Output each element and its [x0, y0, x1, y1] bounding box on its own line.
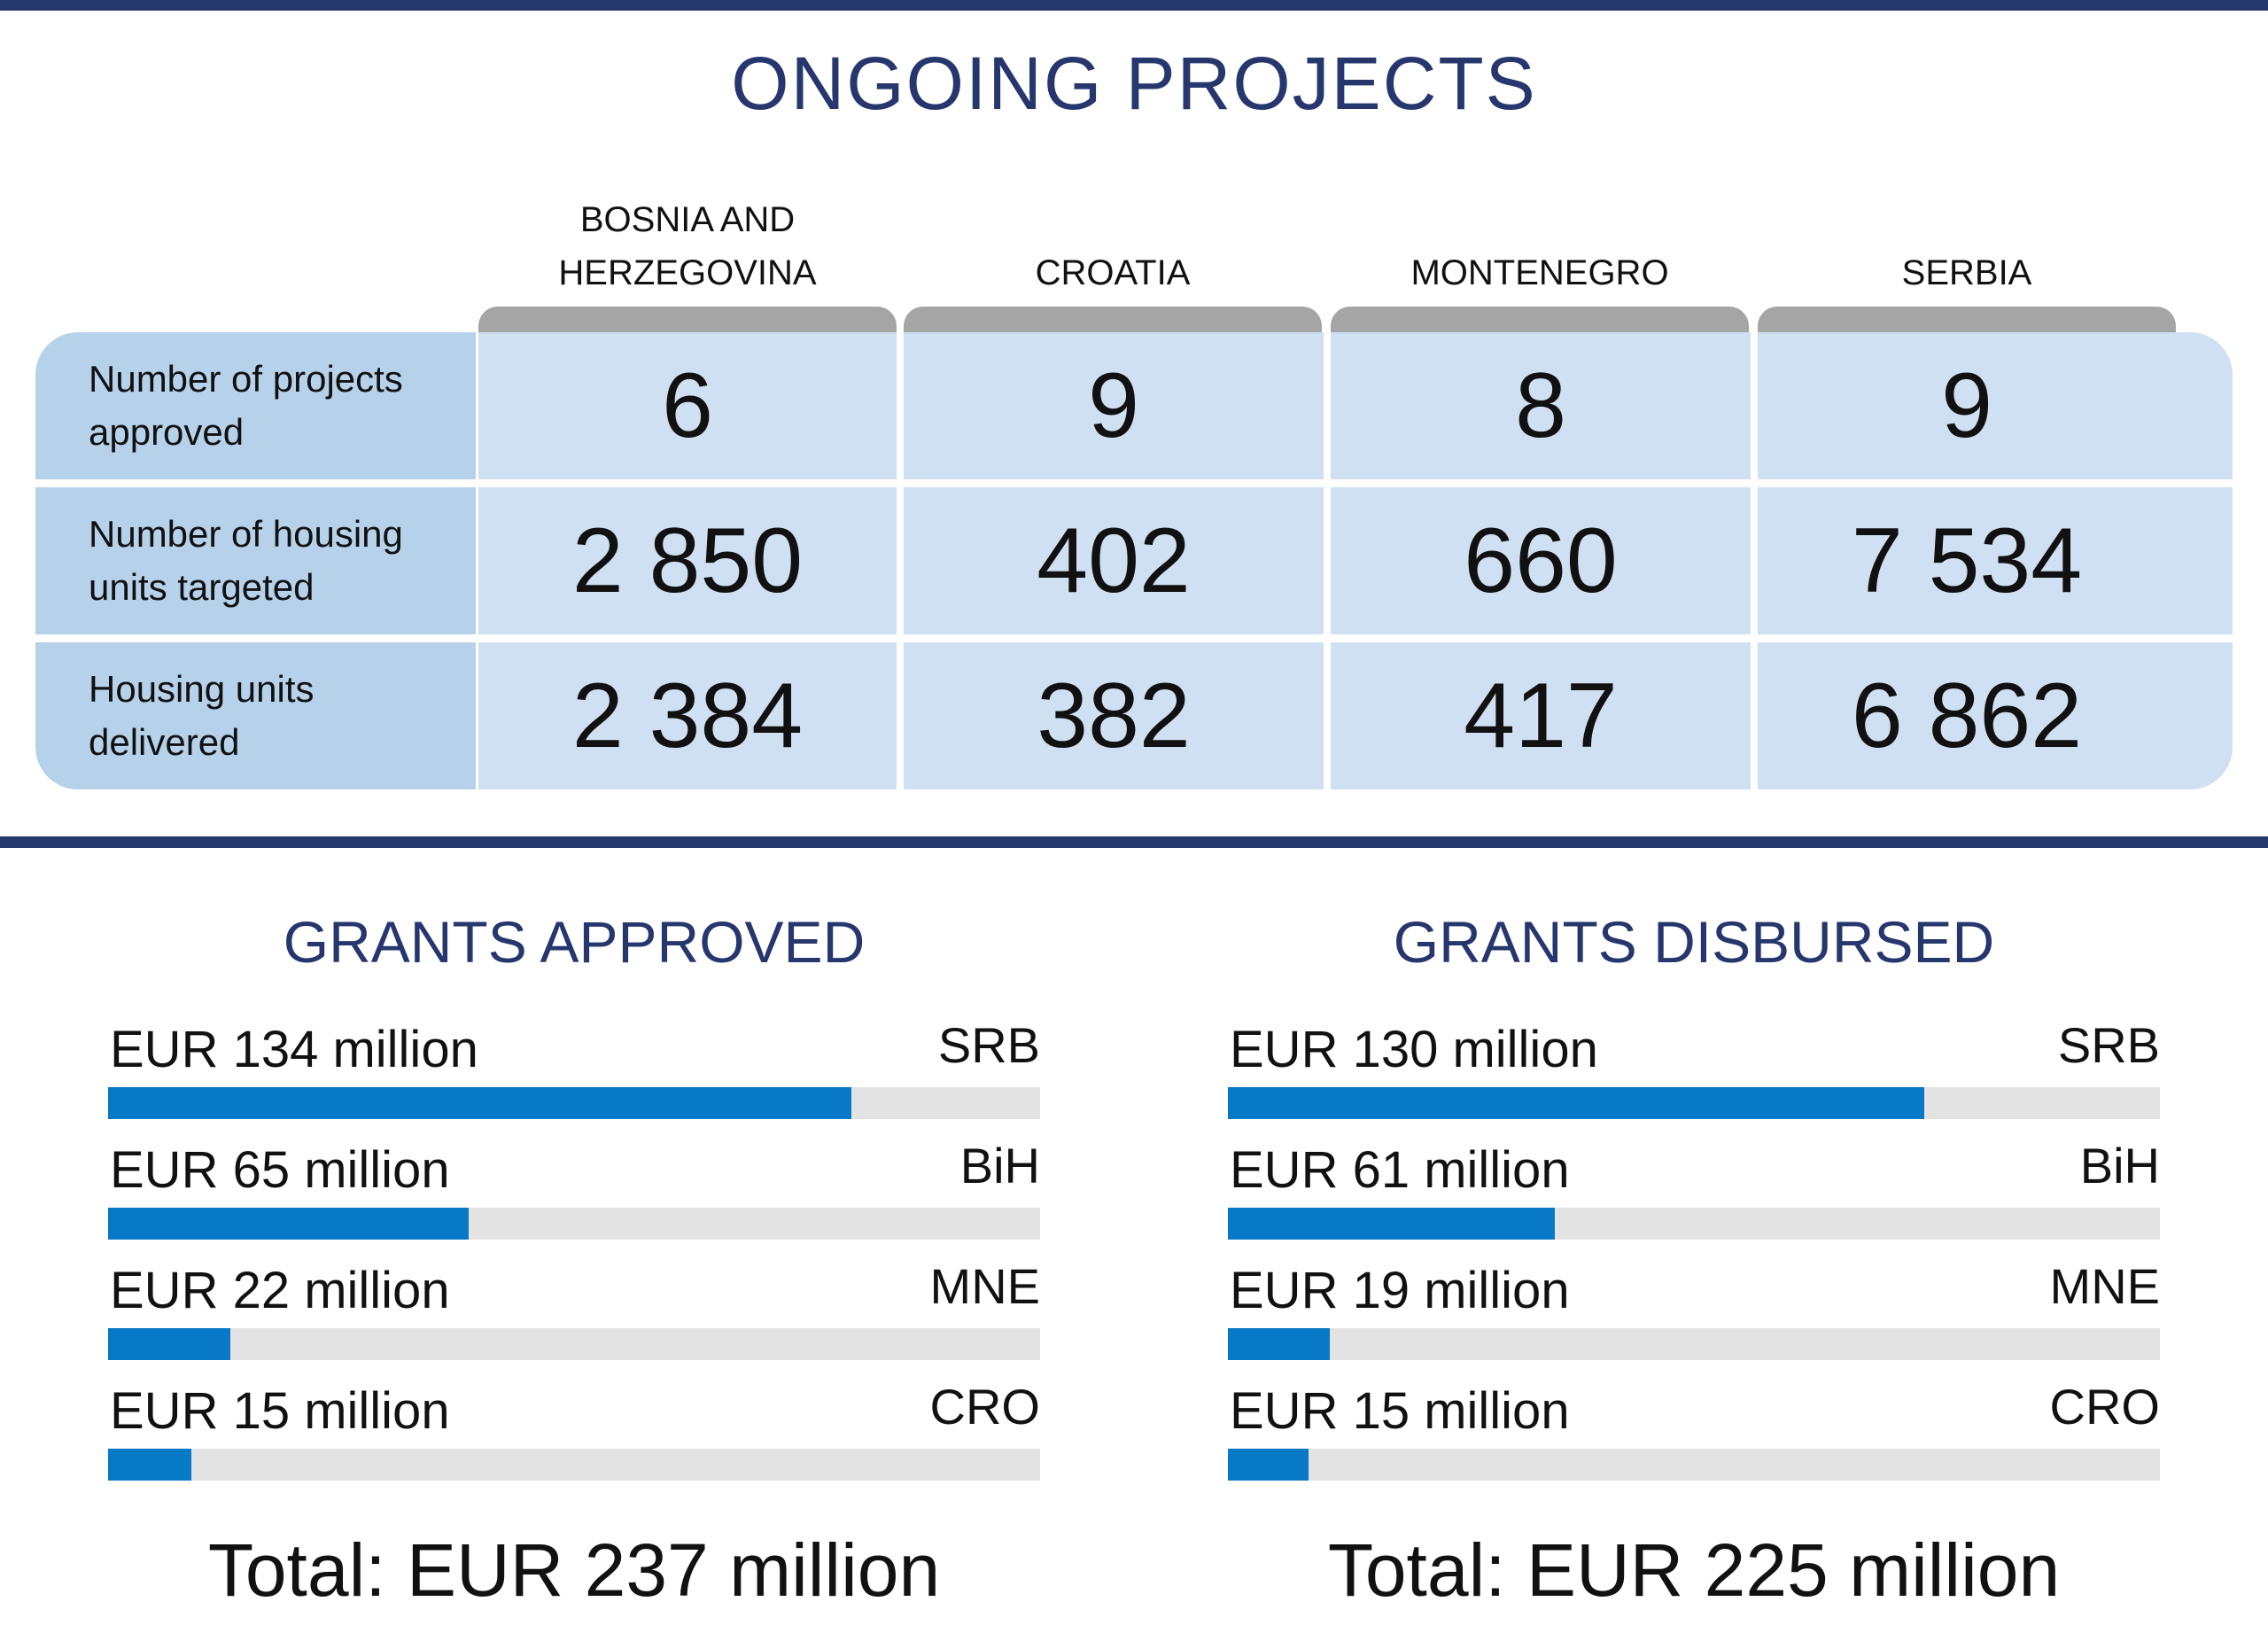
section-rule [0, 836, 2268, 848]
bar-value-label: EUR 15 million [1230, 1382, 1570, 1440]
table-cell: 9 [904, 332, 1324, 479]
column-tab-serbia [1758, 307, 2176, 337]
row-label: Number of projects approved [35, 332, 476, 479]
bar-track [1228, 1087, 2160, 1119]
bar-value-label: EUR 61 million [1230, 1141, 1570, 1199]
table-cell: 2 850 [478, 487, 897, 634]
bar [1228, 1208, 1555, 1240]
table-cell: 6 862 [1758, 642, 2233, 789]
grants-approved-total: Total: EUR 237 million [207, 1528, 941, 1612]
bar-track [1228, 1449, 2160, 1481]
row-label: Number of housing units targeted [35, 487, 476, 634]
bar-track [1228, 1208, 2160, 1240]
row-label: Housing units delivered [35, 642, 476, 789]
bar-track [108, 1208, 1040, 1240]
table-cell: 9 [1758, 332, 2233, 479]
grants-disbursed-total: Total: EUR 225 million [1327, 1528, 2061, 1612]
bar [1228, 1328, 1330, 1360]
bar-value-label: EUR 134 million [110, 1021, 478, 1078]
table-cell: 8 [1331, 332, 1751, 479]
table-cell: 402 [904, 487, 1324, 634]
bar-category-label: BiH [959, 1138, 1040, 1193]
grants-approved-title: GRANTS APPROVED [283, 909, 866, 975]
bar [108, 1087, 851, 1119]
bar-value-label: EUR 65 million [110, 1141, 450, 1199]
top-rule [0, 0, 2268, 11]
bar [108, 1328, 230, 1360]
column-tab-montenegro [1331, 307, 1749, 337]
bar-category-label: BiH [2079, 1138, 2160, 1193]
bar-value-label: EUR 19 million [1230, 1262, 1570, 1319]
grants-disbursed-title: GRANTS DISBURSED [1393, 909, 1995, 975]
bar [108, 1449, 191, 1481]
bar [108, 1208, 469, 1240]
table-cell: 417 [1331, 642, 1751, 789]
column-tab-croatia [904, 307, 1322, 337]
bar-value-label: EUR 22 million [110, 1262, 450, 1319]
bar-track [1228, 1328, 2160, 1360]
table-cell: 2 384 [478, 642, 897, 789]
bar-value-label: EUR 15 million [110, 1382, 450, 1440]
bar-track [108, 1449, 1040, 1481]
row-label-text: Number of projects approved [89, 358, 403, 453]
table-cell: 382 [904, 642, 1324, 789]
projects-table: Number of projects approved 6 9 8 9 Numb… [35, 332, 2233, 789]
column-header-serbia: SERBIA [1901, 253, 2032, 292]
bar-category-label: CRO [2049, 1379, 2160, 1435]
bar-track [108, 1328, 1040, 1360]
table-cell: 6 [478, 332, 897, 479]
column-header-croatia: CROATIA [1035, 253, 1191, 292]
bar [1228, 1449, 1309, 1481]
bar-value-label: EUR 130 million [1230, 1021, 1598, 1078]
page-title: ONGOING PROJECTS [731, 42, 1537, 125]
column-header-bih: BOSNIA AND HERZEGOVINA [558, 200, 817, 292]
bar-category-label: CRO [929, 1379, 1040, 1435]
bar-track [108, 1087, 1040, 1119]
bar-category-label: MNE [2049, 1258, 2160, 1314]
bar [1228, 1087, 1924, 1119]
row-label-text: Housing units delivered [89, 668, 315, 763]
bar-category-label: SRB [2057, 1017, 2160, 1073]
bar-category-label: SRB [937, 1017, 1040, 1073]
column-header-montenegro: MONTENEGRO [1410, 253, 1669, 292]
row-label-text: Number of housing units targeted [89, 513, 403, 608]
column-tab-bih [478, 307, 897, 337]
bar-category-label: MNE [929, 1258, 1040, 1314]
table-cell: 660 [1331, 487, 1751, 634]
table-cell: 7 534 [1758, 487, 2233, 634]
